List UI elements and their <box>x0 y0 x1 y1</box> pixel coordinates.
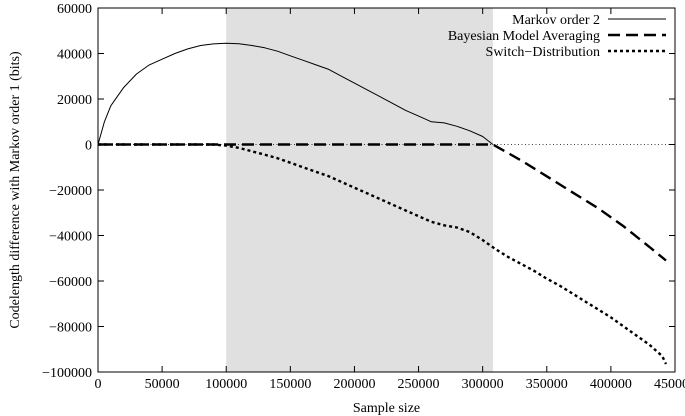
x-tick-label: 400000 <box>590 377 632 392</box>
y-tick-label: 60000 <box>57 2 92 17</box>
shaded-region-layer <box>226 8 493 372</box>
y-tick-label: −100000 <box>42 366 92 381</box>
y-axis-label: Codelength difference with Markov order … <box>8 51 23 329</box>
y-tick-label: 40000 <box>57 48 92 63</box>
series-line-2 <box>98 143 667 262</box>
y-tick-label: 0 <box>85 139 92 154</box>
x-tick-label: 450000 <box>654 377 685 392</box>
x-tick-label: 0 <box>95 377 102 392</box>
x-tick-label: 300000 <box>462 377 504 392</box>
tick-layer: 0 50000 100000 150000 200000 250000 300000 3500… <box>42 2 685 392</box>
x-tick-label: 200000 <box>333 377 375 392</box>
shaded-region <box>226 8 493 372</box>
y-tick-label: 20000 <box>57 93 92 108</box>
x-axis-label: Sample size <box>353 401 420 416</box>
y-tick-label: −80000 <box>49 321 92 336</box>
series-layer <box>97 42 668 365</box>
x-tick-label: 250000 <box>398 377 440 392</box>
legend-label-1: Markov order 2 <box>512 13 600 28</box>
x-tick-label: 50000 <box>145 377 180 392</box>
series-line-1 <box>97 42 494 145</box>
legend-label-3: Switch−Distribution <box>486 45 600 60</box>
x-tick-label: 150000 <box>269 377 311 392</box>
x-tick-label: 100000 <box>205 377 247 392</box>
y-tick-label: −40000 <box>49 230 92 245</box>
legend-label-2: Bayesian Model Averaging <box>448 29 600 44</box>
y-tick-label: −20000 <box>49 184 92 199</box>
x-tick-label: 350000 <box>526 377 568 392</box>
y-tick-label: −60000 <box>49 275 92 290</box>
